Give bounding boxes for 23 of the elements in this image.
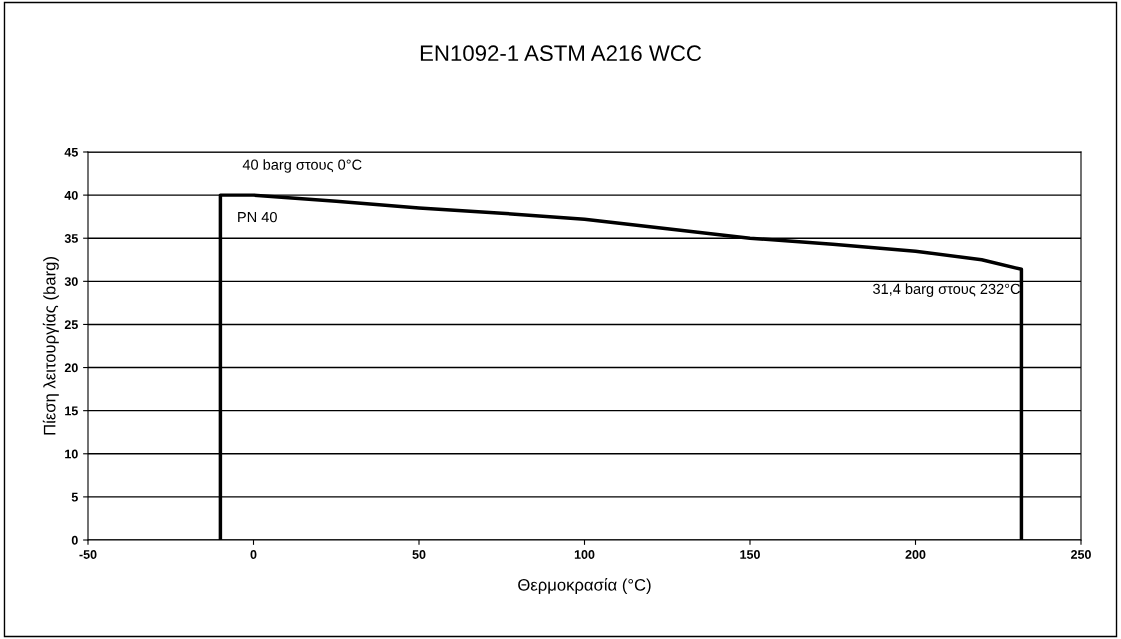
x-tick-label: -50 (79, 550, 97, 559)
x-tick-label: 250 (1071, 550, 1091, 559)
y-tick-label: 20 (64, 363, 78, 373)
y-tick-label: 10 (65, 449, 78, 459)
y-tick-label: 5 (71, 492, 78, 502)
x-tick-label: 50 (412, 550, 426, 559)
y-tick-label: 45 (64, 147, 78, 157)
annotation: 31,4 barg στους 232°C (873, 283, 1021, 297)
annotation: 40 barg στους 0°C (242, 159, 362, 173)
y-tick-label: 0 (71, 535, 78, 545)
y-tick-label: 30 (64, 277, 78, 286)
chart-title: EN1092-1 ASTM A216 WCC (420, 45, 702, 62)
y-tick-label: 35 (64, 234, 78, 243)
x-axis-title: Θερμοκρασία (°C) (518, 578, 651, 595)
y-tick-label: 15 (65, 406, 78, 416)
y-axis-title: Πίεση λειτουργίας (barg) (42, 257, 59, 435)
x-tick-label: 200 (905, 550, 926, 559)
y-tick-label: 25 (64, 320, 78, 330)
y-tick-label: 40 (64, 190, 78, 200)
x-tick-label: 100 (574, 550, 595, 559)
x-tick-label: 0 (250, 550, 257, 559)
annotation: PN 40 (238, 211, 277, 223)
x-tick-label: 150 (740, 550, 760, 559)
